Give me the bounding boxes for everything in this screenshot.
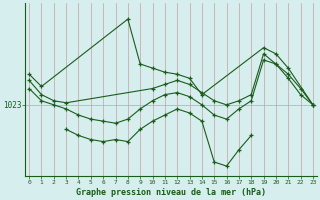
X-axis label: Graphe pression niveau de la mer (hPa): Graphe pression niveau de la mer (hPa) (76, 188, 266, 197)
